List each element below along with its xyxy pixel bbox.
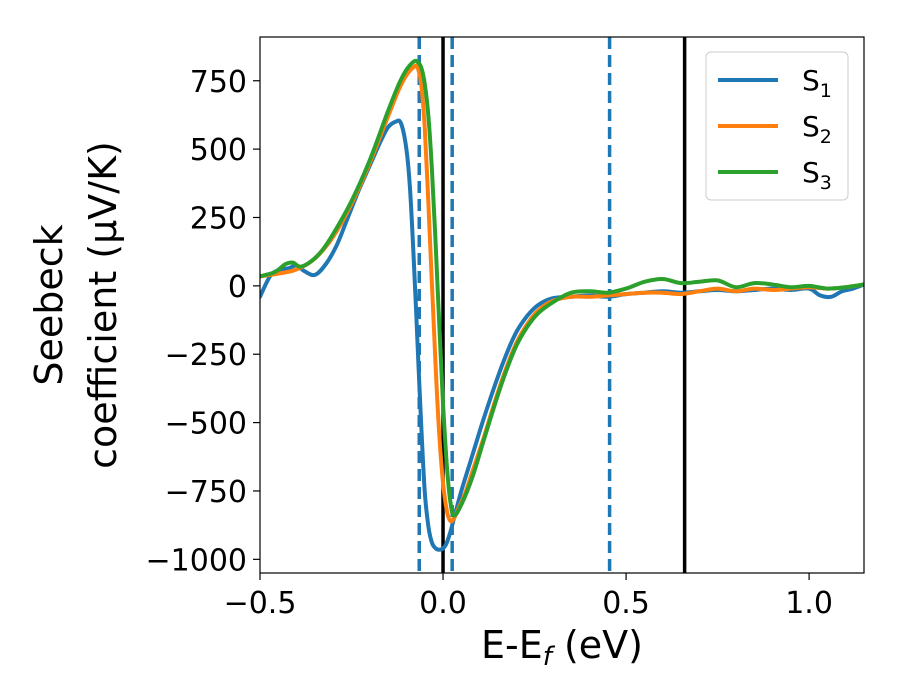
y-tick-label-5: −500 [165, 407, 247, 442]
series-lines [260, 58, 864, 552]
legend-label-s1: S1 [802, 64, 832, 102]
y-axis: 750 500 250 0 −250 −500 −750 −1000 [146, 65, 260, 578]
x-tick-label-1: 0.0 [419, 586, 467, 621]
y-tick-label-2: 250 [190, 201, 247, 236]
x-axis-title: E-Ef (eV) [481, 623, 643, 672]
x-tick-label-2: 0.5 [602, 586, 650, 621]
legend-label-s2: S2 [802, 110, 832, 148]
legend: S1 S2 S3 [705, 51, 849, 201]
plot-frame [259, 36, 865, 574]
y-tick-label-6: −750 [165, 475, 247, 510]
y-axis-title-line2: coefficient (μV/K) [81, 141, 125, 469]
y-axis-title-line1: Seebeck [27, 224, 71, 385]
y-tick-label-3: 0 [228, 270, 247, 305]
y-tick-label-0: 750 [190, 65, 247, 100]
x-tick-label-0: −0.5 [224, 586, 297, 621]
legend-label-s3: S3 [802, 156, 832, 194]
x-axis: −0.5 0.0 0.5 1.0 [224, 573, 833, 621]
y-tick-label-7: −1000 [146, 543, 247, 578]
y-tick-label-4: −250 [165, 338, 247, 373]
x-tick-label-3: 1.0 [785, 586, 833, 621]
y-axis-title: Seebeck coefficient (μV/K) [27, 141, 125, 469]
series-line-s3 [260, 58, 864, 518]
y-tick-label-1: 500 [190, 133, 247, 168]
